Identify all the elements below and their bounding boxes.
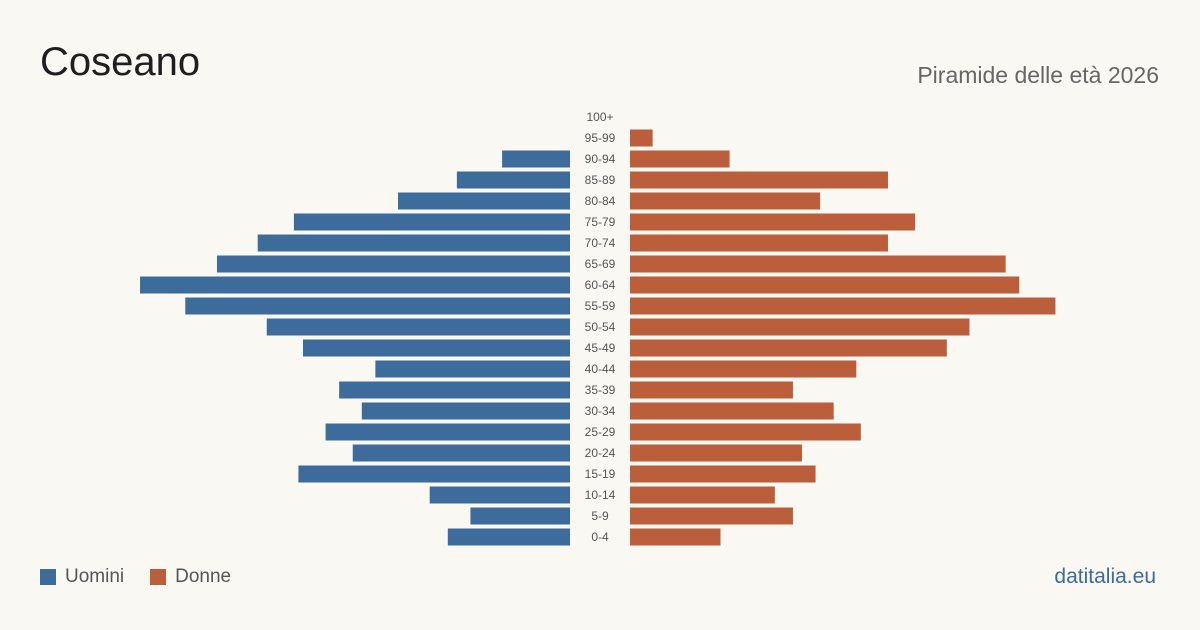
age-label-15-19: 15-19 bbox=[585, 467, 616, 481]
bar-male-65-69 bbox=[216, 255, 571, 273]
bar-male-80-84 bbox=[398, 192, 570, 210]
age-label-20-24: 20-24 bbox=[585, 446, 616, 460]
legend-item-male: Uomini bbox=[40, 566, 124, 588]
age-label-90-94: 90-94 bbox=[585, 152, 616, 166]
bar-male-85-89 bbox=[456, 171, 570, 189]
page-title: Coseano bbox=[40, 40, 201, 84]
age-label-30-34: 30-34 bbox=[585, 404, 616, 418]
bar-female-15-19 bbox=[630, 465, 816, 483]
legend-swatch-male bbox=[40, 569, 56, 585]
bar-female-75-79 bbox=[630, 213, 916, 231]
bar-female-45-49 bbox=[630, 339, 947, 357]
bar-male-30-34 bbox=[361, 402, 570, 420]
bar-male-25-29 bbox=[325, 423, 570, 441]
age-label-35-39: 35-39 bbox=[585, 383, 616, 397]
age-label-70-74: 70-74 bbox=[585, 236, 616, 250]
bar-female-80-84 bbox=[630, 192, 821, 210]
bar-female-40-44 bbox=[630, 360, 857, 378]
brand-link[interactable]: datitalia.eu bbox=[1054, 565, 1156, 588]
bar-female-70-74 bbox=[630, 234, 888, 252]
bar-male-15-19 bbox=[298, 465, 570, 483]
bar-male-55-59 bbox=[185, 297, 571, 315]
bar-male-20-24 bbox=[352, 444, 570, 462]
age-label-95-99: 95-99 bbox=[585, 131, 616, 145]
bar-female-50-54 bbox=[630, 318, 970, 336]
legend-label-male: Uomini bbox=[65, 566, 125, 587]
bar-male-70-74 bbox=[257, 234, 570, 252]
age-label-85-89: 85-89 bbox=[585, 173, 616, 187]
age-label-10-14: 10-14 bbox=[585, 488, 616, 502]
bar-male-10-14 bbox=[429, 486, 570, 504]
bar-female-25-29 bbox=[630, 423, 861, 441]
bar-female-60-64 bbox=[630, 276, 1020, 294]
bar-female-95-99 bbox=[630, 129, 653, 147]
legend-swatch-female bbox=[150, 569, 167, 585]
age-label-5-9: 5-9 bbox=[591, 509, 609, 523]
bar-female-10-14 bbox=[630, 486, 775, 504]
bar-female-20-24 bbox=[630, 444, 802, 462]
chart-subtitle: Piramide delle età 2026 bbox=[917, 62, 1159, 88]
legend-item-female: Donne bbox=[150, 566, 231, 588]
age-label-65-69: 65-69 bbox=[585, 257, 616, 271]
bar-female-30-34 bbox=[630, 402, 834, 420]
age-label-45-49: 45-49 bbox=[585, 341, 616, 355]
bar-female-35-39 bbox=[630, 381, 793, 399]
bar-male-75-79 bbox=[293, 213, 570, 231]
age-label-75-79: 75-79 bbox=[585, 215, 616, 229]
legend-label-female: Donne bbox=[175, 566, 232, 587]
age-label-60-64: 60-64 bbox=[585, 278, 616, 292]
age-label-0-4: 0-4 bbox=[591, 530, 609, 544]
bar-female-55-59 bbox=[630, 297, 1056, 315]
age-label-80-84: 80-84 bbox=[585, 194, 616, 208]
age-label-100+: 100+ bbox=[586, 110, 613, 124]
bar-female-0-4 bbox=[630, 528, 721, 546]
chart-legend: Uomini Donne bbox=[40, 566, 257, 588]
bar-male-5-9 bbox=[470, 507, 570, 525]
age-label-25-29: 25-29 bbox=[585, 425, 616, 439]
bar-male-45-49 bbox=[302, 339, 570, 357]
bar-female-5-9 bbox=[630, 507, 793, 525]
bar-female-85-89 bbox=[630, 171, 888, 189]
bar-male-35-39 bbox=[339, 381, 570, 399]
bar-female-90-94 bbox=[630, 150, 730, 168]
age-label-50-54: 50-54 bbox=[585, 320, 616, 334]
age-label-55-59: 55-59 bbox=[585, 299, 616, 313]
bar-female-65-69 bbox=[630, 255, 1006, 273]
age-label-40-44: 40-44 bbox=[585, 362, 616, 376]
bar-male-0-4 bbox=[447, 528, 570, 546]
bar-male-50-54 bbox=[266, 318, 570, 336]
bar-male-90-94 bbox=[502, 150, 570, 168]
bar-male-40-44 bbox=[375, 360, 570, 378]
bar-male-60-64 bbox=[140, 276, 570, 294]
